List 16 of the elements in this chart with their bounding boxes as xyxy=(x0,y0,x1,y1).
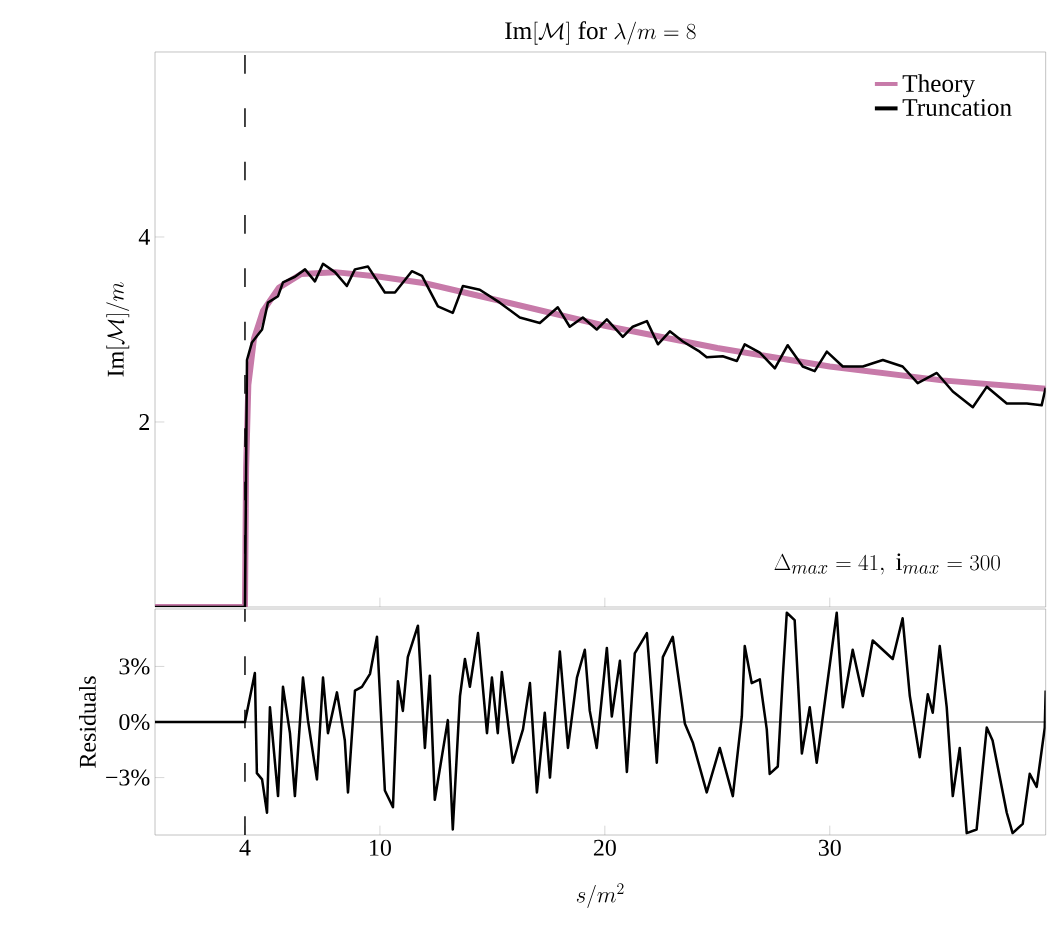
x-tick-label: 20 xyxy=(593,839,616,856)
y-tick-label: 4 xyxy=(138,229,150,245)
y-tick-label: 2 xyxy=(139,414,149,430)
annotation: $\Delta_{max}=41,\ \mathrm{i}_{max}=300$ xyxy=(774,553,1000,575)
x-tick-label: 4 xyxy=(239,839,251,856)
y-axis-title: Residuals xyxy=(78,676,96,768)
y-tick-label: −3% xyxy=(106,769,150,786)
y-axis-title: $\mathrm{Im}[\mathcal{M}]/m$ xyxy=(106,282,130,377)
legend-label: Theory xyxy=(902,74,975,98)
y-tick-label: 0% xyxy=(119,713,150,731)
x-axis-title: $s/m^2$ xyxy=(576,883,624,908)
y-tick-label: 3% xyxy=(119,658,150,675)
x-tick-label: 10 xyxy=(370,839,391,856)
legend-label: Truncation xyxy=(902,99,1012,116)
chart-title: $\mathrm{Im}[\mathcal{M}]\ \mathrm{for}\ \lambda/m=8$ xyxy=(505,21,696,45)
x-tick-label: 30 xyxy=(818,839,841,856)
